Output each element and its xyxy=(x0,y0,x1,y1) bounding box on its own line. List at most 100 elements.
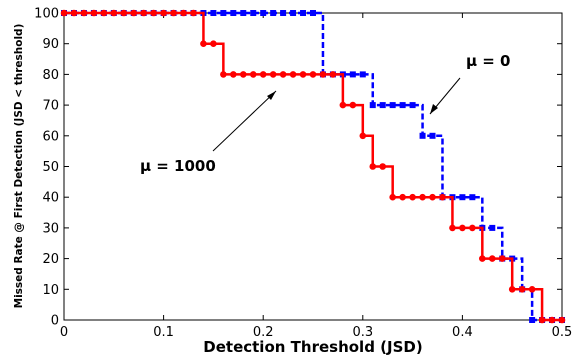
data-point xyxy=(299,71,307,78)
data-point xyxy=(459,224,466,232)
data-point xyxy=(349,71,356,78)
data-point xyxy=(220,71,227,78)
data-point xyxy=(269,71,277,78)
data-point xyxy=(279,71,287,78)
data-point xyxy=(310,10,316,16)
data-point xyxy=(230,10,237,16)
data-point xyxy=(140,9,147,17)
y-tick-label: 10 xyxy=(42,283,59,298)
data-point xyxy=(528,286,536,293)
data-point xyxy=(160,9,167,17)
data-point xyxy=(100,9,108,17)
data-point xyxy=(90,9,98,17)
data-point xyxy=(419,132,426,139)
data-point xyxy=(230,71,237,78)
y-tick-label: 50 xyxy=(42,160,59,175)
data-point xyxy=(319,71,327,78)
data-point xyxy=(399,193,406,201)
x-axis-title: Detection Threshold (JSD) xyxy=(203,338,422,356)
data-point xyxy=(120,9,128,17)
data-point xyxy=(429,132,436,139)
x-tick-label: 0.2 xyxy=(253,325,274,340)
data-point xyxy=(369,102,376,109)
y-tick-label: 40 xyxy=(42,191,59,206)
annotation-mu-1000-label: μ = 1000 xyxy=(140,157,216,175)
data-point xyxy=(469,224,476,232)
data-point xyxy=(379,102,386,109)
data-point xyxy=(200,40,207,47)
data-point xyxy=(399,102,406,109)
data-point xyxy=(210,40,217,47)
series-layer xyxy=(60,9,566,324)
data-point xyxy=(150,9,157,17)
data-point xyxy=(309,71,317,78)
y-tick-label: 80 xyxy=(42,68,59,83)
data-point xyxy=(389,102,396,109)
y-tick-label: 60 xyxy=(42,129,59,144)
annotation-mu-1000-arrowhead xyxy=(267,91,276,100)
data-point xyxy=(419,193,426,201)
data-point xyxy=(259,71,267,78)
y-tick-label: 90 xyxy=(42,37,59,52)
data-point xyxy=(180,9,187,17)
data-point xyxy=(170,9,177,17)
data-point xyxy=(270,10,277,16)
data-point xyxy=(508,286,516,293)
annotation-mu-0-label: μ = 0 xyxy=(466,52,511,70)
y-tick-label: 30 xyxy=(42,221,59,236)
x-tick-label: 0.3 xyxy=(352,325,373,340)
data-point xyxy=(529,317,536,323)
data-point xyxy=(239,71,247,78)
y-axis-title: Missed Rate @ First Detection (JSD < thr… xyxy=(13,24,25,309)
data-point xyxy=(80,9,88,17)
data-point xyxy=(379,163,387,170)
data-point xyxy=(210,10,217,16)
data-point xyxy=(479,255,486,262)
y-tick-label: 70 xyxy=(42,99,59,114)
data-point xyxy=(548,316,556,324)
data-point xyxy=(300,10,307,16)
annotation-mu-1000-arrow xyxy=(212,90,277,152)
x-tick-label: 0 xyxy=(60,325,68,340)
data-point xyxy=(190,9,197,17)
data-point xyxy=(359,132,367,140)
data-point xyxy=(409,193,416,201)
data-point xyxy=(240,10,247,16)
data-point xyxy=(290,10,297,16)
annotation-mu-0: μ = 0 xyxy=(429,52,511,115)
data-point xyxy=(349,101,357,109)
data-point xyxy=(289,71,297,78)
data-point xyxy=(110,9,118,17)
data-point xyxy=(558,316,566,324)
data-point xyxy=(220,10,227,16)
plot-area xyxy=(63,12,563,321)
x-tick-label: 0.4 xyxy=(452,325,473,340)
data-point xyxy=(488,255,496,262)
data-point xyxy=(339,101,347,109)
data-point xyxy=(60,9,68,17)
data-point xyxy=(459,194,466,201)
data-point xyxy=(538,316,546,324)
data-point xyxy=(449,224,456,232)
x-tick-label: 0.5 xyxy=(552,325,573,340)
data-point xyxy=(439,193,446,201)
data-point xyxy=(489,224,496,231)
data-point xyxy=(250,10,257,16)
data-point xyxy=(280,10,287,16)
x-axis: 0 0.1 0.2 0.3 0.4 0.5 xyxy=(60,13,572,340)
series-1 xyxy=(60,9,566,324)
data-point xyxy=(260,10,267,16)
data-point xyxy=(369,163,377,170)
y-tick-label: 100 xyxy=(34,7,59,22)
annotation-mu-0-arrowhead xyxy=(430,104,438,114)
data-point xyxy=(389,193,396,201)
y-tick-label: 20 xyxy=(42,252,59,267)
data-point xyxy=(130,9,138,17)
data-point xyxy=(359,71,366,78)
data-point xyxy=(518,286,526,293)
data-point xyxy=(329,71,337,78)
data-point xyxy=(409,102,416,109)
data-point xyxy=(70,9,78,17)
data-point xyxy=(469,194,476,201)
